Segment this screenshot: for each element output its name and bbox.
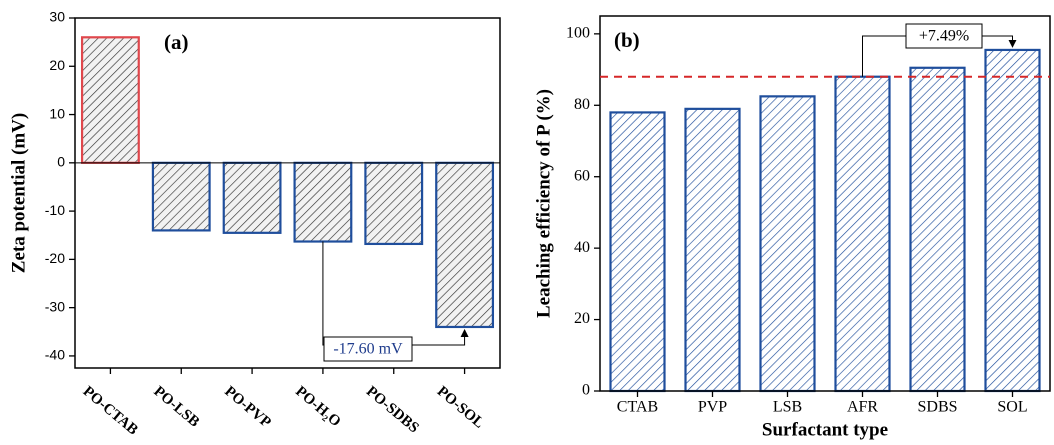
bar — [909, 66, 966, 393]
annotation-label: +7.49% — [919, 28, 969, 45]
panel-label: (b) — [614, 28, 640, 52]
x-tick-label: PO-CTAB — [80, 383, 141, 438]
bar — [364, 161, 424, 246]
y-tick-label: -40 — [45, 347, 65, 363]
bar — [834, 75, 891, 393]
x-tick-label: CTAB — [617, 399, 658, 416]
x-tick-label: SDBS — [917, 399, 957, 416]
bar — [609, 111, 666, 393]
x-tick-label: SOL — [997, 399, 1027, 416]
plot-frame — [599, 15, 1051, 392]
bar — [222, 161, 282, 234]
bar — [151, 161, 211, 232]
annotation-label: -17.60 mV — [333, 341, 403, 358]
bar — [80, 36, 140, 164]
y-tick-label: 0 — [57, 154, 65, 170]
plot-frame — [74, 17, 501, 369]
annotation-box — [905, 23, 983, 49]
panel-label: (a) — [164, 30, 189, 54]
y-tick-label: 100 — [566, 25, 590, 42]
bar — [684, 107, 741, 393]
annotation-box — [323, 336, 413, 362]
y-tick-label: 20 — [574, 310, 590, 327]
x-tick-label: PO-PVP — [221, 383, 273, 431]
bar — [984, 48, 1041, 393]
x-tick-label: AFR — [847, 399, 878, 416]
y-tick-label: 30 — [49, 9, 65, 25]
x-tick-label: PO-H₂O — [292, 383, 343, 430]
x-tick-label: PO-LSB — [150, 383, 202, 430]
y-tick-label: 10 — [49, 105, 65, 121]
y-tick-label: -10 — [45, 202, 65, 218]
bar — [293, 161, 353, 243]
y-tick-label: 0 — [582, 382, 590, 399]
bar — [759, 95, 816, 393]
x-tick-label: LSB — [773, 399, 802, 416]
y-tick-label: 80 — [574, 96, 590, 113]
y-tick-label: 20 — [49, 57, 65, 73]
x-axis-title: Surfactant type — [762, 419, 888, 440]
y-tick-label: 60 — [574, 167, 590, 184]
y-axis-title: Zeta potential (mV) — [8, 113, 29, 273]
y-axis-title: Leaching efficiency of P (%) — [533, 89, 554, 318]
bar — [435, 161, 495, 329]
x-tick-label: PVP — [698, 399, 727, 416]
x-tick-label: PO-SDBS — [363, 383, 422, 436]
y-tick-label: -20 — [45, 250, 65, 266]
y-tick-label: -30 — [45, 298, 65, 314]
y-tick-label: 40 — [574, 239, 590, 256]
x-tick-label: PO-SOL — [434, 383, 487, 431]
